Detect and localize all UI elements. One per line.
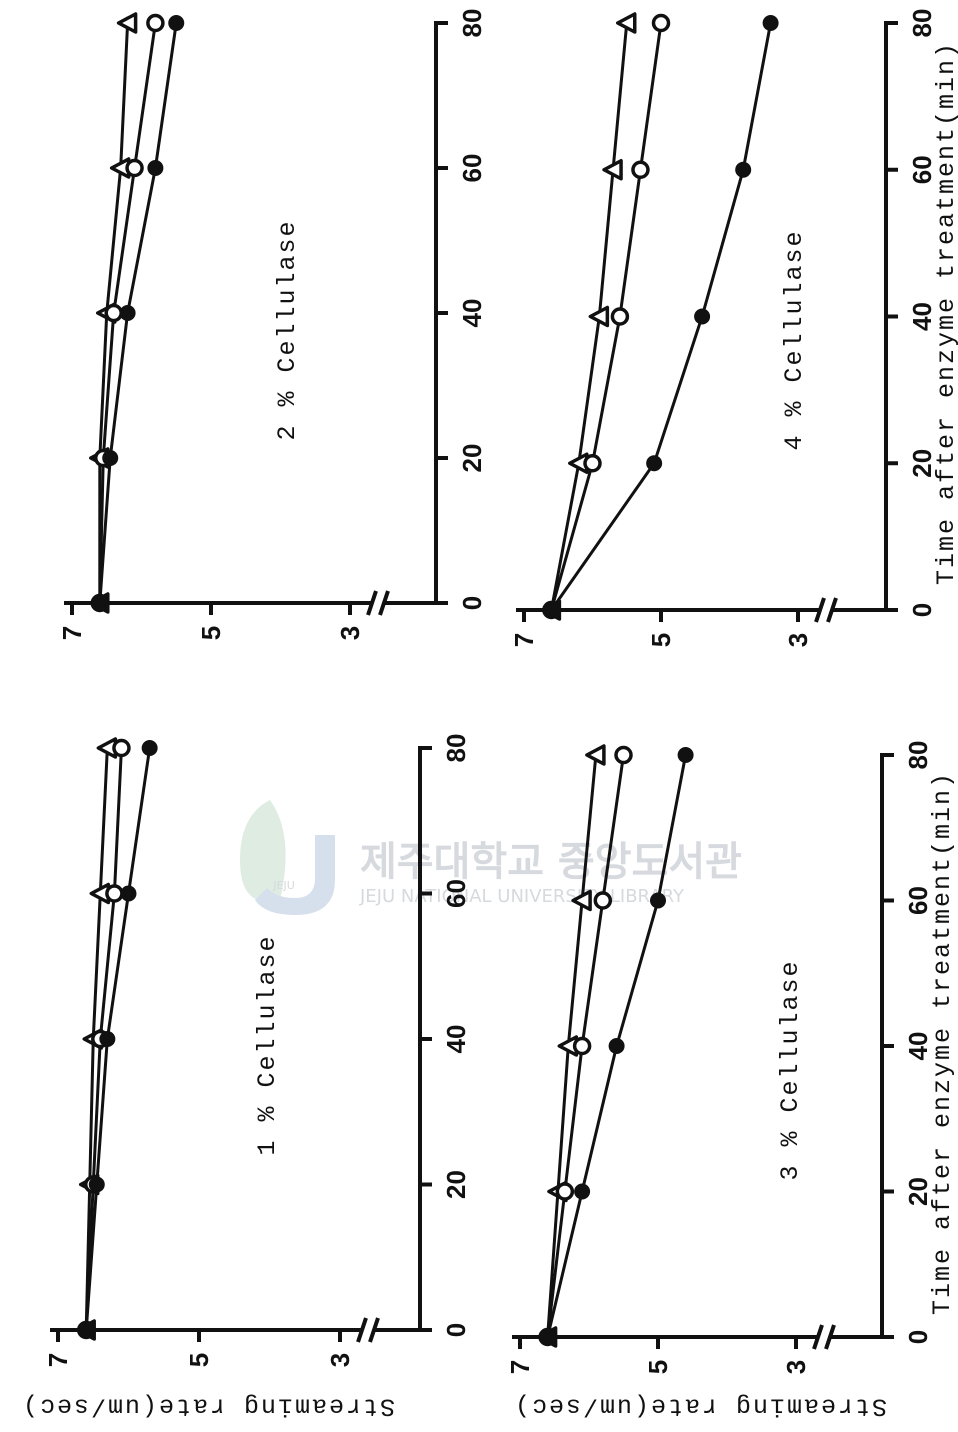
data-point-open-circle: [631, 160, 650, 179]
watermark-english: JEJU NATIONAL UNIVERSITY LIBRARY: [359, 886, 685, 907]
x-tick-label: 40: [441, 1025, 471, 1054]
data-point-triangle: [116, 12, 138, 34]
y-tick-label: 7: [57, 626, 87, 640]
data-point-filled-circle: [646, 455, 663, 472]
chart-title: 2 % Cellulase: [273, 219, 302, 440]
chart-title: 4 % Cellulase: [780, 229, 809, 450]
x-tick-label: 60: [907, 155, 937, 184]
watermark-korean: 제주대학교 중앙도서관: [360, 839, 742, 885]
data-point-filled-circle: [574, 1183, 591, 1200]
axis-break-mark: [356, 1317, 380, 1343]
chart-panel-4-percent: 0 20 40 60 80 3 5 7 4 % Cellulase Time after enzy…: [509, 9, 958, 648]
x-tick-label: 20: [457, 444, 487, 473]
data-point-open-circle: [610, 307, 630, 326]
x-tick-label: 40: [907, 302, 937, 331]
axis-break-mark: [814, 597, 838, 623]
data-point-triangle: [602, 159, 623, 181]
data-point-filled-circle: [168, 15, 185, 31]
data-point-filled-circle: [539, 1329, 556, 1345]
data-point-filled-circle: [735, 161, 752, 178]
y-tick-label: 5: [196, 626, 226, 640]
chart-title: 3 % Cellulase: [776, 959, 805, 1180]
data-point-filled-circle: [88, 1176, 105, 1193]
data-point-filled-circle: [141, 740, 158, 756]
y-axis-label: Streaming rate(um/sec): [21, 1391, 395, 1420]
data-point-filled-circle: [608, 1038, 625, 1054]
y-tick-label: 5: [643, 1360, 673, 1374]
x-tick-label: 20: [903, 1177, 933, 1206]
data-point-open-circle: [555, 1182, 575, 1201]
x-tick-label: 0: [441, 1323, 471, 1337]
y-axis-label: Streaming rate(um/sec): [513, 1391, 887, 1420]
x-tick-label: 60: [457, 154, 487, 183]
data-point-triangle: [616, 12, 637, 34]
data-point-filled-circle: [99, 1031, 116, 1047]
data-point-triangle: [588, 305, 610, 328]
x-tick-label: 40: [903, 1032, 933, 1061]
data-point-filled-circle: [147, 160, 164, 176]
data-point-open-circle: [125, 158, 144, 178]
x-tick-label: 80: [457, 9, 487, 38]
data-point-open-circle: [614, 745, 633, 765]
axis-break-mark: [366, 590, 390, 616]
x-tick-label: 40: [457, 299, 487, 328]
data-point-filled-circle: [119, 305, 136, 321]
x-axis-label: Time after enzyme treatment(min): [928, 771, 957, 1315]
chart-title: 1 % Cellulase: [253, 934, 282, 1155]
chart-panel-2-percent: 0 20 40 60 80 3 5 7 2 % Cellulase: [57, 9, 487, 641]
data-point-filled-circle: [650, 892, 666, 909]
x-tick-label: 80: [441, 734, 471, 763]
x-tick-label: 0: [907, 603, 937, 617]
x-tick-label: 20: [441, 1170, 471, 1199]
y-tick-label: 3: [781, 1360, 811, 1374]
data-point-open-circle: [146, 13, 165, 33]
data-point-open-circle: [583, 454, 602, 473]
data-point-filled-circle: [543, 602, 560, 618]
x-tick-label: 60: [903, 886, 933, 915]
x-tick-label: 80: [903, 741, 933, 770]
y-tick-label: 7: [505, 1360, 535, 1374]
data-point-filled-circle: [120, 885, 137, 902]
watermark-logo-text: JEJU: [272, 879, 295, 892]
data-point-open-circle: [651, 13, 671, 33]
y-tick-label: 7: [509, 633, 539, 647]
data-point-filled-circle: [91, 595, 108, 611]
y-tick-label: 3: [325, 1353, 355, 1367]
watermark-logo-icon: JEJU: [240, 800, 335, 915]
data-point-open-circle: [593, 891, 613, 910]
y-tick-label: 7: [43, 1353, 73, 1367]
data-point-open-circle: [112, 738, 131, 758]
series-line-filled-circle: [550, 22, 773, 611]
data-point-filled-circle: [102, 450, 119, 466]
data-point-filled-circle: [78, 1322, 95, 1338]
data-point-open-circle: [572, 1036, 592, 1056]
x-tick-label: 0: [457, 596, 487, 610]
data-point-open-circle: [105, 884, 124, 903]
data-point-filled-circle: [677, 747, 694, 763]
axis-break-mark: [812, 1324, 836, 1350]
data-point-filled-circle: [762, 15, 779, 31]
x-tick-label: 80: [907, 9, 937, 38]
x-tick-label: 0: [903, 1330, 933, 1344]
data-point-triangle: [571, 889, 592, 912]
data-point-triangle: [585, 744, 606, 766]
y-tick-label: 5: [646, 633, 676, 647]
y-tick-label: 3: [783, 633, 813, 647]
data-point-open-circle: [104, 303, 123, 323]
x-tick-label: 60: [441, 879, 471, 908]
y-tick-label: 5: [184, 1353, 214, 1367]
x-axis-label: Time after enzyme treatment(min): [932, 41, 958, 585]
y-tick-label: 3: [335, 626, 365, 640]
chart-panel-3-percent: 0 20 40 60 80 3 5 7 3 % Cellulase Time after enzy…: [505, 741, 957, 1421]
chart-panel-1-percent: 0 20 40 60 80 3 5 7 1 % Cellulase Streaming rate(…: [21, 734, 471, 1421]
data-point-filled-circle: [694, 308, 711, 325]
x-tick-label: 20: [907, 449, 937, 478]
